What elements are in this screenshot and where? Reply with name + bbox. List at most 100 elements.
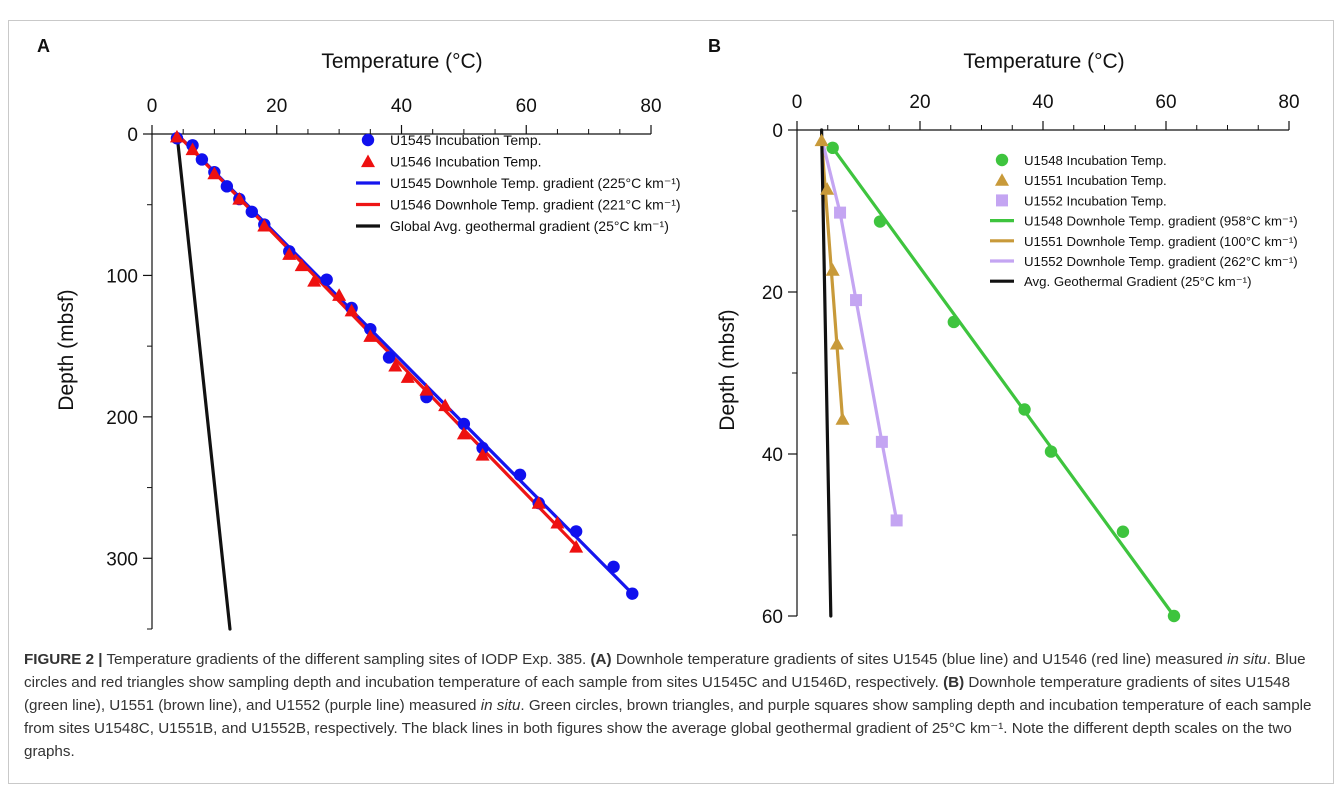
- data-point: [1167, 609, 1181, 623]
- caption-a-label: (A): [590, 651, 612, 668]
- panel-b-y-axis-title: Depth (mbsf): [716, 309, 739, 430]
- legend-label: U1546 Downhole Temp. gradient (221°C km⁻…: [390, 197, 681, 213]
- legend-label: Avg. Geothermal Gradient (25°C km⁻¹): [1024, 274, 1251, 289]
- data-point: [245, 205, 258, 218]
- y-tick-label: 0: [127, 125, 138, 146]
- data-point: [382, 351, 396, 364]
- x-tick-label: 80: [1278, 92, 1299, 113]
- panel-a-legend: U1545 Incubation Temp. U1546 Incubation T…: [356, 132, 681, 234]
- legend-label: U1552 Incubation Temp.: [1024, 193, 1167, 208]
- data-point: [364, 322, 377, 336]
- data-point: [344, 303, 359, 317]
- caption-b-in-situ: in situ: [480, 697, 521, 714]
- series-line: [819, 128, 833, 618]
- legend-label: U1552 Downhole Temp. gradient (262°C km⁻…: [1024, 254, 1298, 269]
- data-point: [475, 448, 490, 461]
- panel-a-label: A: [37, 36, 50, 56]
- data-point: [607, 560, 620, 573]
- data-point: [388, 358, 403, 372]
- caption-b-text2: . Green circles, brown triangles, and pu…: [24, 697, 1312, 760]
- data-point: [207, 166, 222, 180]
- data-point: [282, 247, 297, 260]
- data-point: [550, 515, 565, 529]
- panel-b-x-axis-title: Temperature (°C): [963, 50, 1124, 73]
- data-point: [307, 274, 322, 287]
- series-line: [819, 136, 899, 523]
- legend-label: U1551 Downhole Temp. gradient (100°C km⁻…: [1024, 234, 1298, 249]
- panel-b-label: B: [708, 36, 721, 56]
- data-point: [457, 417, 471, 431]
- y-tick-label: 300: [106, 549, 138, 570]
- data-point: [1018, 403, 1031, 416]
- data-point: [826, 141, 839, 155]
- caption-b-text1: Downhole temperature gradients of sites …: [24, 674, 1291, 714]
- legend-marker: [995, 173, 1009, 186]
- data-point: [1044, 445, 1058, 458]
- data-point: [1116, 525, 1130, 538]
- x-tick-label: 60: [1155, 92, 1176, 113]
- legend-marker: [995, 153, 1009, 167]
- legend-marker: [361, 133, 375, 147]
- data-point: [835, 412, 850, 425]
- x-tick-label: 20: [266, 96, 287, 117]
- legend-marker: [361, 154, 375, 168]
- panel-b: B Temperature (°C) Depth (mbsf) 0 20 40 60 8…: [708, 36, 1300, 628]
- data-point: [820, 182, 835, 195]
- data-point: [195, 153, 209, 166]
- series-line: [175, 132, 232, 631]
- y-tick-label: 40: [762, 445, 783, 466]
- data-point: [220, 180, 234, 193]
- legend-marker: [996, 194, 1008, 207]
- legend-label: U1545 Downhole Temp. gradient (225°C km⁻…: [390, 175, 681, 191]
- data-point: [873, 215, 887, 228]
- data-point: [825, 263, 840, 276]
- figure-frame: [8, 20, 1334, 784]
- data-point: [320, 273, 333, 286]
- data-point: [834, 206, 847, 219]
- caption-a-in-situ: in situ: [1227, 651, 1267, 668]
- x-tick-label: 40: [391, 96, 412, 117]
- x-tick-label: 20: [909, 92, 930, 113]
- panel-a-x-axis-title: Temperature (°C): [321, 50, 482, 73]
- legend-label: U1548 Incubation Temp.: [1024, 153, 1167, 168]
- data-point: [332, 288, 347, 301]
- data-point: [850, 294, 863, 307]
- y-tick-label: 100: [106, 266, 138, 287]
- legend-label: U1548 Downhole Temp. gradient (958°C km⁻…: [1024, 214, 1298, 229]
- caption-intro: Temperature gradients of the different s…: [106, 651, 587, 668]
- panel-a-points: [169, 129, 639, 600]
- panel-b-axes: 0 20 40 60 80 0 20 40 60: [762, 92, 1300, 628]
- data-point: [626, 587, 639, 600]
- data-point: [947, 315, 961, 329]
- data-point: [531, 496, 546, 509]
- data-point: [890, 514, 903, 527]
- data-point: [419, 382, 434, 396]
- y-tick-label: 0: [772, 121, 783, 142]
- data-point: [875, 435, 888, 448]
- panel-a-y-axis-title: Depth (mbsf): [55, 289, 78, 410]
- panel-b-points: [814, 133, 1181, 623]
- y-tick-label: 60: [762, 607, 783, 628]
- data-point: [294, 258, 309, 272]
- data-point: [456, 426, 471, 440]
- data-point: [169, 129, 184, 143]
- data-point: [363, 329, 378, 342]
- figure-caption: FIGURE 2 | Temperature gradients of the …: [24, 648, 1324, 763]
- data-point: [569, 525, 583, 538]
- data-point: [569, 539, 584, 553]
- x-tick-label: 0: [792, 92, 803, 113]
- legend-label: U1545 Incubation Temp.: [390, 132, 542, 148]
- data-point: [513, 468, 527, 482]
- y-tick-label: 200: [106, 408, 138, 429]
- legend-label: U1546 Incubation Temp.: [390, 154, 542, 170]
- data-point: [185, 142, 200, 156]
- data-point: [232, 192, 247, 205]
- x-tick-label: 80: [640, 96, 661, 117]
- x-tick-label: 40: [1032, 92, 1053, 113]
- caption-a-text1: Downhole temperature gradients of sites …: [615, 651, 1223, 668]
- y-tick-label: 20: [762, 283, 783, 304]
- legend-label: U1551 Incubation Temp.: [1024, 173, 1167, 188]
- panel-a: A Temperature (°C) Depth (mbsf) 0 20 40 60 8…: [37, 36, 681, 631]
- data-point: [257, 218, 272, 232]
- data-point: [814, 133, 829, 147]
